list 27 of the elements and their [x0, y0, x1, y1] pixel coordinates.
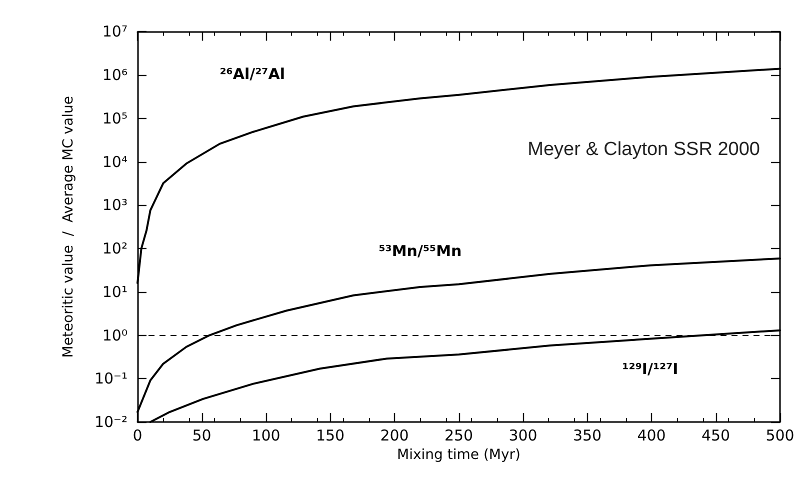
series-label: ¹²⁹I/¹²⁷I	[622, 360, 678, 378]
x-tick-label: 200	[380, 426, 409, 444]
x-tick-label: 150	[316, 426, 345, 444]
y-tick-label: 10⁻¹	[94, 370, 128, 388]
y-tick-label: 10⁻²	[94, 413, 128, 431]
x-tick-label: 350	[572, 426, 602, 444]
x-tick-label: 450	[701, 426, 730, 444]
y-tick-label: 10⁴	[102, 152, 128, 171]
x-tick-label: 0	[132, 426, 142, 444]
text: ²⁶Al/²⁷Al	[220, 64, 286, 83]
x-tick-label: 500	[766, 426, 794, 444]
y-axis-title: Meteoritic value / Average MC value	[60, 96, 76, 358]
x-tick-label: 300	[508, 426, 538, 444]
x-tick-label: 400	[637, 426, 666, 444]
y-tick-label: 10³	[102, 196, 128, 214]
x-tick-label: 100	[252, 426, 280, 444]
y-tick-label: 10²	[102, 240, 128, 258]
y-tick-label: 10⁷	[102, 22, 128, 41]
y-tick-label: 10⁶	[102, 66, 128, 84]
annotation: Meyer & Clayton SSR 2000	[528, 139, 760, 160]
x-tick-label: 250	[444, 426, 474, 444]
x-tick-label: 50	[192, 426, 212, 444]
y-tick-label: 10¹	[102, 282, 128, 301]
y-tick-label: 10⁵	[102, 109, 128, 128]
x-axis-title: Mixing time (Myr)	[397, 446, 520, 463]
y-tick-label: 10⁰	[102, 326, 128, 344]
series-label: ⁵³Mn/⁵⁵Mn	[378, 242, 462, 260]
